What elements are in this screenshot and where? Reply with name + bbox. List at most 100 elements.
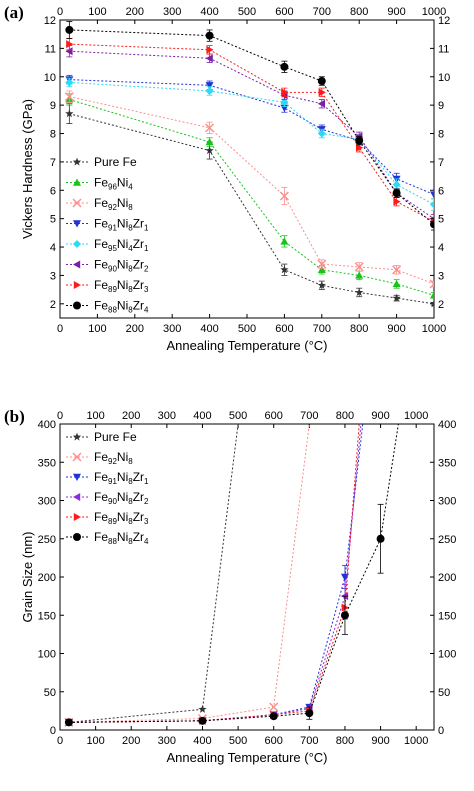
data-point xyxy=(64,718,73,727)
data-point xyxy=(198,716,207,725)
data-point xyxy=(392,180,401,189)
data-point xyxy=(205,82,214,90)
data-point xyxy=(376,534,385,543)
x-tick-label: 700 xyxy=(300,735,318,747)
x-tick-label-top: 800 xyxy=(336,410,354,422)
data-point xyxy=(317,281,326,289)
y-tick-label-right: 0 xyxy=(438,725,444,737)
subscript: 88 xyxy=(108,537,117,546)
y-tick-label: 300 xyxy=(38,496,56,508)
subscript: 4 xyxy=(128,183,133,192)
data-point xyxy=(65,78,74,87)
series-line-4 xyxy=(68,424,360,723)
x-tick-label-top: 800 xyxy=(350,6,368,18)
subscript: 96 xyxy=(108,183,117,192)
y-tick-label-right: 5 xyxy=(438,214,444,226)
text-span: Fe xyxy=(94,450,108,464)
y-tick-label-right: 300 xyxy=(438,496,456,508)
x-tick-label: 1000 xyxy=(422,323,446,335)
x-tick-label: 600 xyxy=(265,735,283,747)
legend-marker xyxy=(72,157,82,166)
subscript: 8 xyxy=(128,477,133,486)
y-tick-label-right: 100 xyxy=(438,649,456,661)
y-tick-label-right: 2 xyxy=(438,299,444,311)
data-point xyxy=(317,265,326,273)
x-tick-label-top: 500 xyxy=(229,410,247,422)
y-tick-label: 4 xyxy=(50,242,56,254)
legend-label: Fe90Ni8Zr2 xyxy=(94,258,149,274)
y-tick-label-right: 6 xyxy=(438,185,444,197)
subscript: 4 xyxy=(128,244,133,253)
legend-label: Fe88Ni8Zr4 xyxy=(94,299,149,315)
legend: Pure FeFe96Ni4Fe92Ni8Fe91Ni8Zr1Fe95Ni4Zr… xyxy=(66,155,149,315)
y-tick-label-right: 7 xyxy=(438,157,444,169)
x-tick-label: 700 xyxy=(313,323,331,335)
data-point xyxy=(65,47,73,56)
data-point xyxy=(279,191,289,201)
subscript: 1 xyxy=(144,477,149,486)
x-tick-label: 800 xyxy=(336,735,354,747)
x-tick-label: 400 xyxy=(200,323,218,335)
data-point xyxy=(65,109,74,118)
x-tick-label: 200 xyxy=(126,323,144,335)
x-tick-label: 100 xyxy=(86,735,104,747)
text-span: Fe xyxy=(94,470,108,484)
legend-label: Fe91Ni8Zr1 xyxy=(94,217,149,233)
subscript: 8 xyxy=(128,265,133,274)
text-span: Zr xyxy=(133,510,144,524)
y-tick-label: 12 xyxy=(44,15,56,27)
subscript: 89 xyxy=(108,285,117,294)
x-tick-label: 800 xyxy=(350,323,368,335)
data-point xyxy=(317,77,326,86)
y-tick-label-right: 250 xyxy=(438,534,456,546)
data-point xyxy=(269,702,279,712)
legend-label: Fe96Ni4 xyxy=(94,176,133,192)
y-tick-label: 200 xyxy=(38,572,56,584)
legend: Pure FeFe92Ni8Fe91Ni8Zr1Fe90Ni8Zr2Fe89Ni… xyxy=(66,430,149,546)
panel-label: (b) xyxy=(4,407,25,426)
legend-marker xyxy=(73,260,81,269)
legend-label: Fe89Ni8Zr3 xyxy=(94,278,149,294)
legend-marker xyxy=(73,281,81,289)
x-tick-label: 400 xyxy=(193,735,211,747)
subscript: 92 xyxy=(108,457,117,466)
subscript: 3 xyxy=(144,285,149,294)
x-tick-label: 600 xyxy=(275,323,293,335)
data-point xyxy=(205,31,214,40)
x-tick-label-top: 200 xyxy=(122,410,140,422)
data-point xyxy=(317,259,327,269)
y-tick-label: 100 xyxy=(38,649,56,661)
x-tick-label: 300 xyxy=(163,323,181,335)
subscript: 91 xyxy=(108,224,117,233)
legend-label: Fe90Ni8Zr2 xyxy=(94,490,149,506)
data-point xyxy=(198,704,207,713)
y-tick-label-right: 4 xyxy=(438,242,444,254)
text-span: Pure Fe xyxy=(94,155,137,169)
data-point xyxy=(354,262,364,272)
legend-marker xyxy=(73,513,81,521)
text-span: Zr xyxy=(133,490,144,504)
legend-label: Fe89Ni8Zr3 xyxy=(94,510,149,526)
data-point xyxy=(340,573,349,581)
x-tick-label: 1000 xyxy=(404,735,428,747)
data-point xyxy=(430,200,434,209)
y-tick-label-right: 11 xyxy=(438,43,449,55)
text-span: Ni xyxy=(117,278,128,292)
legend-marker xyxy=(73,533,81,541)
text-span: Fe xyxy=(94,237,108,251)
x-tick-label-top: 0 xyxy=(57,410,63,422)
y-tick-label-right: 400 xyxy=(438,419,456,431)
x-tick-label-top: 200 xyxy=(126,6,144,18)
subscript: 1 xyxy=(144,244,149,253)
y-tick-label: 2 xyxy=(50,299,56,311)
legend-marker xyxy=(72,452,82,462)
data-point xyxy=(280,237,289,245)
data-point xyxy=(280,98,289,107)
y-tick-label: 7 xyxy=(50,157,56,169)
x-axis-title: Annealing Temperature (°C) xyxy=(166,338,327,353)
legend-marker xyxy=(73,220,81,228)
series-line-5 xyxy=(69,50,434,220)
y-tick-label-right: 200 xyxy=(438,572,456,584)
data-point xyxy=(64,92,74,102)
subscript: 4 xyxy=(144,306,149,315)
